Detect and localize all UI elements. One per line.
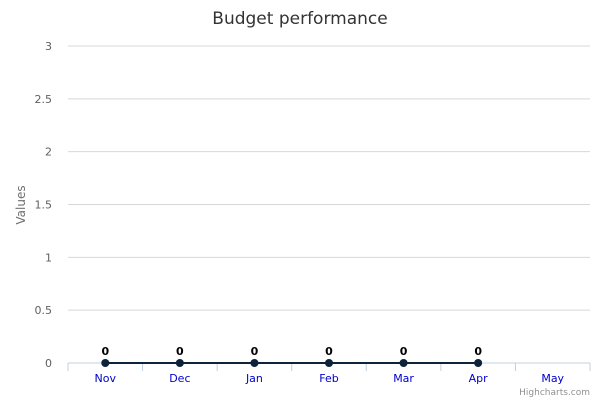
x-tick-label: Feb xyxy=(319,372,338,385)
y-tick-label: 0 xyxy=(45,357,52,370)
data-labels: 0 0 0 0 0 0 xyxy=(101,345,482,358)
x-tick-label: Mar xyxy=(393,372,414,385)
data-point[interactable] xyxy=(399,359,408,367)
y-tick-label: 1 xyxy=(45,251,52,264)
chart-title: Budget performance xyxy=(212,9,387,29)
data-label: 0 xyxy=(251,345,259,358)
y-axis-label: Values xyxy=(14,185,28,224)
y-tick-label: 2 xyxy=(45,146,52,159)
x-tick-label: May xyxy=(541,372,564,385)
data-point[interactable] xyxy=(250,359,259,367)
grid-lines xyxy=(68,45,590,311)
data-label: 0 xyxy=(400,345,408,358)
data-label: 0 xyxy=(176,345,184,358)
data-point[interactable] xyxy=(101,359,110,367)
y-tick-label: 3 xyxy=(45,40,52,53)
x-tick-label: Jan xyxy=(245,372,263,385)
y-tick-label: 2.5 xyxy=(35,93,53,106)
data-label: 0 xyxy=(101,345,109,358)
x-tick-label: Nov xyxy=(95,372,117,385)
series-points xyxy=(101,359,483,367)
data-point[interactable] xyxy=(325,359,333,367)
x-tick-label: Apr xyxy=(469,372,489,385)
data-label: 0 xyxy=(474,345,482,358)
data-point[interactable] xyxy=(175,359,184,367)
x-tick-label: Dec xyxy=(169,372,190,385)
data-label: 0 xyxy=(325,345,333,358)
data-point[interactable] xyxy=(474,359,483,367)
y-tick-label: 0.5 xyxy=(35,304,53,317)
credits-link[interactable]: Highcharts.com xyxy=(519,388,590,398)
y-axis-ticks: 0 0.5 1 1.5 2 2.5 3 xyxy=(35,40,53,370)
y-tick-label: 1.5 xyxy=(35,199,53,212)
